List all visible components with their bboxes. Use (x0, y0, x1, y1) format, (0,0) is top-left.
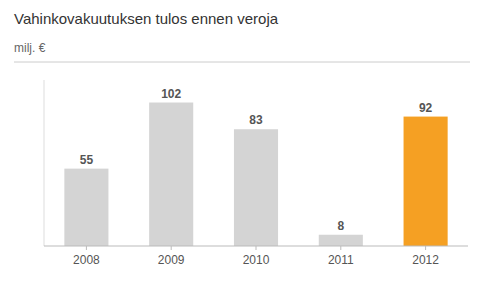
x-axis-line (44, 246, 468, 247)
axis-label: milj. € (14, 41, 46, 55)
x-tick (425, 246, 426, 250)
data-label: 83 (249, 113, 263, 127)
bars (64, 103, 447, 246)
x-tick-label: 2010 (243, 253, 270, 267)
x-tick-label: 2008 (73, 253, 100, 267)
x-tick (171, 246, 172, 250)
x-tick-label: 2012 (412, 253, 439, 267)
x-tick (256, 246, 257, 250)
x-tick-label: 2009 (158, 253, 185, 267)
x-tick (340, 246, 341, 250)
y-axis-line (44, 80, 45, 246)
data-label: 55 (80, 153, 94, 167)
data-label: 8 (337, 219, 344, 233)
separator (14, 62, 470, 63)
data-label: 92 (419, 101, 433, 115)
bar (319, 235, 363, 246)
title: Vahinkovakuutuksen tulos ennen veroja (14, 10, 279, 27)
bar (64, 169, 108, 246)
bar (404, 117, 448, 246)
x-tick (86, 246, 87, 250)
chart-svg: Vahinkovakuutuksen tulos ennen veroja mil… (0, 0, 484, 285)
x-tick-label: 2011 (328, 253, 354, 267)
bar (149, 103, 193, 246)
bar (234, 129, 278, 246)
data-label: 102 (161, 87, 181, 101)
chart-container: Vahinkovakuutuksen tulos ennen veroja mil… (0, 0, 484, 285)
labels: 55 102 83 8 92 (80, 87, 433, 233)
